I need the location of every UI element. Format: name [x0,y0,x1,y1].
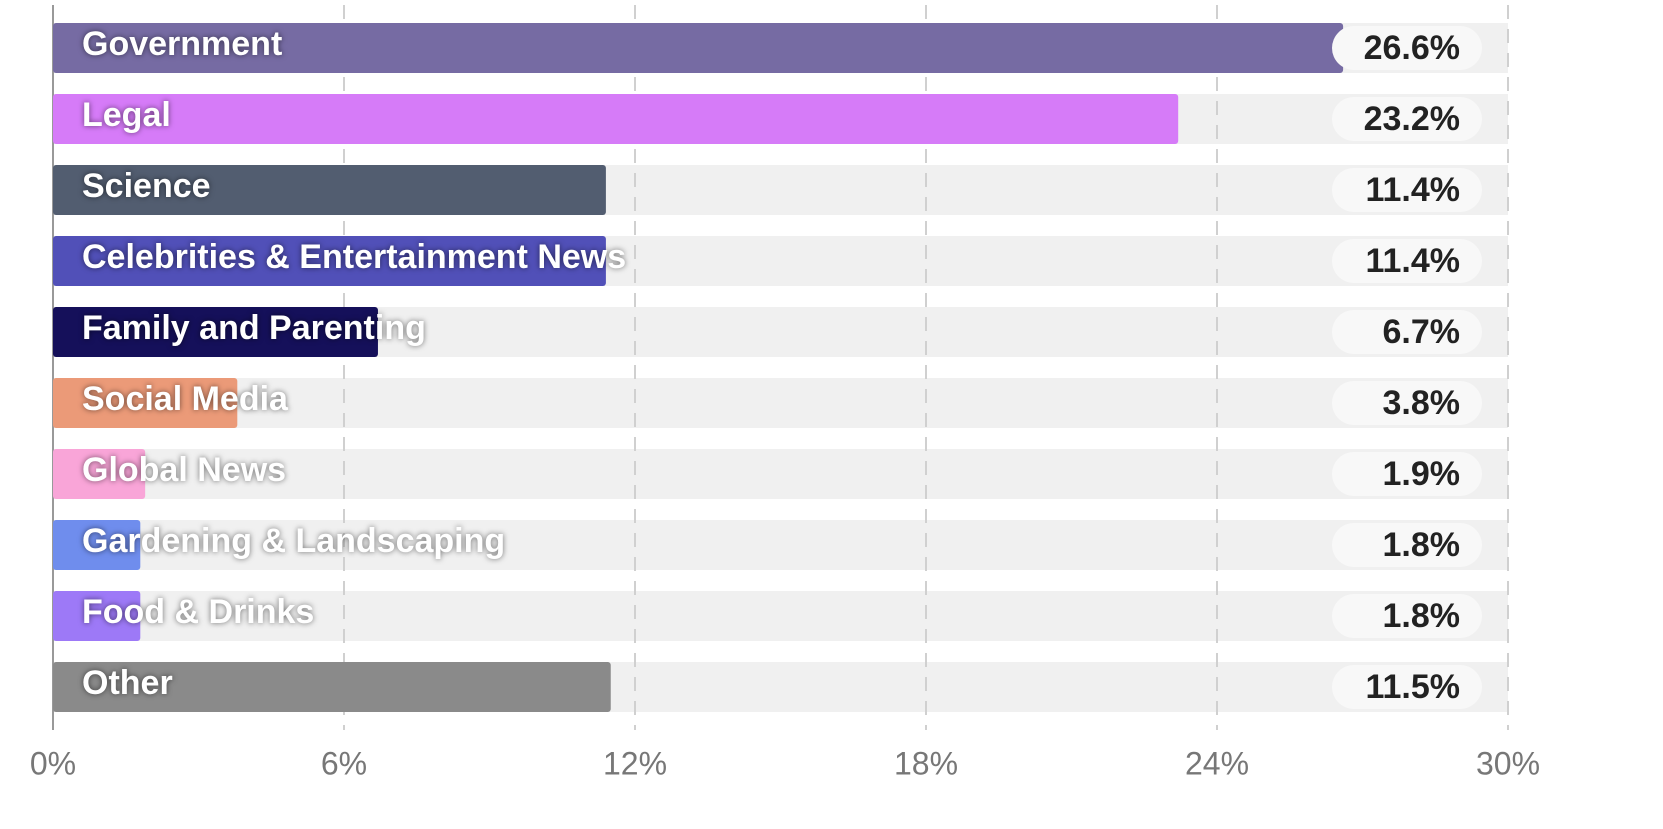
bar [53,94,1179,144]
bar [53,307,378,357]
value-pill [1332,452,1482,496]
bar-track [53,449,1508,499]
bar-track [53,378,1508,428]
category-label: Science [82,167,211,205]
bar [53,662,611,712]
bar [53,236,606,286]
value-pill [1332,239,1482,283]
value-pill [1332,381,1482,425]
category-label: Food & Drinks [82,593,314,631]
value-pill [1332,168,1482,212]
x-tick-label: 6% [321,745,367,781]
x-tick-label: 24% [1185,745,1249,781]
category-label: Global News [82,451,286,489]
x-tick-label: 30% [1476,745,1540,781]
value-label: 26.6% [1364,29,1460,67]
value-label: 11.4% [1365,242,1460,280]
value-label: 1.8% [1383,597,1461,635]
value-label: 6.7% [1383,313,1461,351]
bar [53,378,238,428]
value-label: 23.2% [1364,100,1460,138]
category-label: Family and Parenting [82,309,426,347]
value-pill [1332,97,1482,141]
category-label: Social Media [82,380,289,418]
bar [53,449,146,499]
x-tick-label: 0% [30,745,76,781]
bar-track [53,591,1508,641]
category-label: Legal [82,96,171,134]
x-tick-label: 12% [603,745,667,781]
category-label: Other [82,664,173,702]
value-pill [1332,523,1482,567]
bar [53,591,141,641]
value-label: 3.8% [1383,384,1461,422]
value-pill [1332,310,1482,354]
value-label: 11.5% [1365,668,1460,706]
value-pill [1332,26,1482,70]
bar [53,165,606,215]
value-pill [1332,594,1482,638]
bar [53,23,1344,73]
value-label: 1.8% [1383,526,1461,564]
x-tick-label: 18% [894,745,958,781]
category-label: Celebrities & Entertainment News [82,238,626,276]
bar [53,520,141,570]
value-pill [1332,665,1482,709]
value-label: 11.4% [1365,171,1460,209]
bar-track [53,520,1508,570]
category-label: Government [82,25,282,63]
category-label: Gardening & Landscaping [82,522,505,560]
value-label: 1.9% [1383,455,1461,493]
